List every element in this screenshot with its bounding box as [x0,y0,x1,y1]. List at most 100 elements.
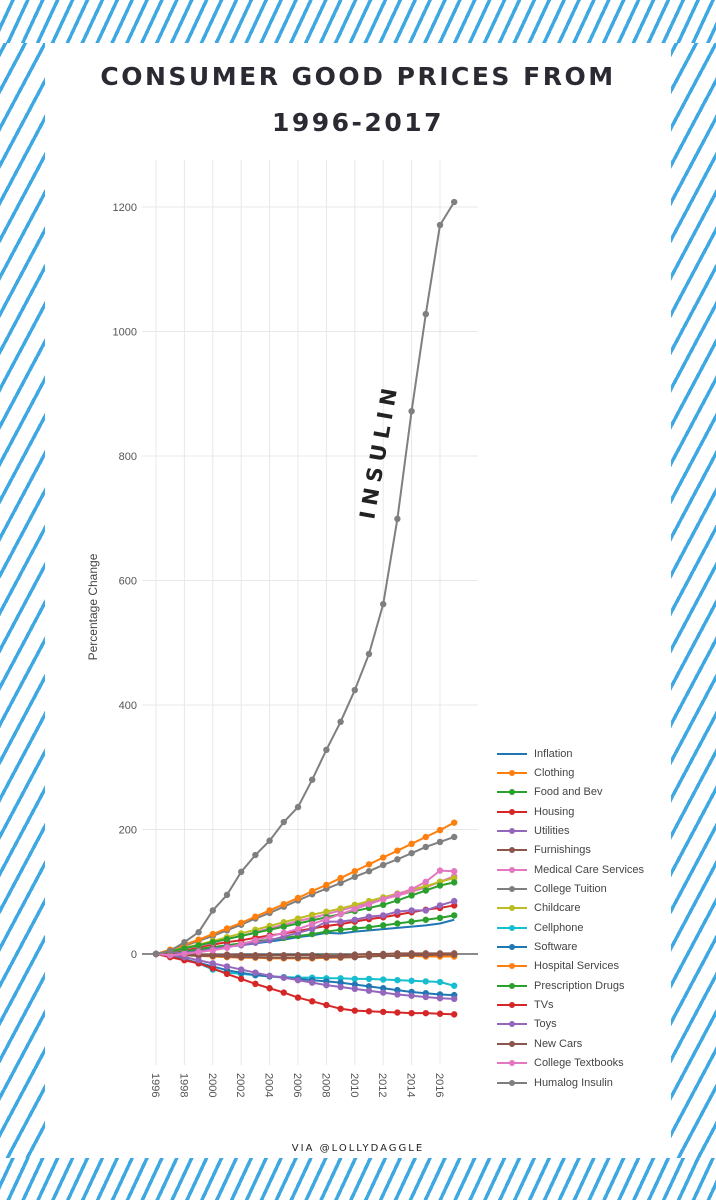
legend-item[interactable]: Toys [497,1015,644,1034]
data-point [223,891,231,899]
data-point [436,950,444,957]
data-point [380,854,387,861]
data-point [309,920,316,928]
legend-label: College Textbooks [534,1057,624,1070]
legend-item[interactable]: Food and Bev [497,783,644,802]
striped-border-right [671,43,716,1158]
data-point [394,991,401,998]
data-point [252,937,259,944]
data-point [181,950,188,958]
data-point [422,843,429,851]
data-point [380,950,387,958]
data-point [380,861,387,869]
legend-label: Childcare [534,902,581,915]
data-point [380,600,387,608]
data-point [436,1010,444,1017]
data-point [252,969,259,976]
data-point [223,963,231,970]
data-point [266,952,273,959]
series-line [156,952,455,957]
legend-swatch-icon [497,961,527,971]
data-point [451,868,458,875]
data-point [209,960,216,967]
data-point [238,940,245,948]
data-point [280,923,287,930]
data-point [294,894,302,902]
data-point [337,983,344,991]
data-point [380,912,387,919]
data-point [238,966,245,973]
legend-item[interactable]: Clothing [497,763,644,782]
legend-item[interactable]: Utilities [497,821,644,840]
legend-item[interactable]: Prescription Drugs [497,976,644,995]
data-point [209,965,216,972]
data-point [394,847,401,854]
data-point [266,985,273,992]
insulin-annotation: INSULIN [355,381,403,521]
legend-item[interactable]: Housing [497,802,644,821]
legend-swatch-icon [497,884,527,894]
x-tick-label: 2004 [263,1073,275,1097]
data-point [323,928,330,935]
data-point [422,310,429,318]
y-tick-label: 0 [131,949,137,961]
legend-item[interactable]: Inflation [497,744,644,763]
legend-item[interactable]: Cellphone [497,918,644,937]
legend-item[interactable]: Childcare [497,899,644,918]
legend-swatch-icon [497,768,527,778]
legend-item[interactable]: College Tuition [497,879,644,898]
series-line [155,953,455,1016]
legend-item[interactable]: Furnishings [497,841,644,860]
legend-swatch-icon [497,1078,527,1088]
x-tick-label: 2014 [405,1073,417,1097]
legend: Inflation Clothing Food and Bev Housing Util… [497,744,644,1092]
legend-item[interactable]: New Cars [497,1034,644,1053]
legend-item[interactable]: Software [497,937,644,956]
x-tick-label: 2016 [433,1073,445,1097]
legend-label: College Tuition [534,883,607,896]
data-point [422,1009,429,1017]
data-point [280,929,287,937]
legend-item[interactable]: College Textbooks [497,1054,644,1073]
x-tick-label: 2008 [319,1073,331,1097]
legend-item[interactable]: Hospital Services [497,957,644,976]
legend-swatch-icon [497,787,527,797]
data-point [408,950,415,957]
legend-item[interactable]: TVs [497,995,644,1014]
data-point [323,746,330,754]
legend-swatch-icon [497,981,527,991]
data-point [252,980,259,988]
data-point [280,952,287,959]
data-point [422,950,429,957]
data-point [365,913,373,920]
y-tick-label: 800 [119,451,137,463]
legend-item[interactable]: Humalog Insulin [497,1073,644,1092]
data-point [394,920,401,927]
data-point [209,938,216,946]
data-point [408,407,415,415]
data-point [266,972,273,979]
series-line [155,914,455,955]
data-point [294,976,302,984]
legend-label: Hospital Services [534,960,619,973]
data-point [252,952,259,959]
data-point [337,952,344,960]
legend-label: Medical Care Services [534,863,645,876]
series-line [155,953,455,1000]
data-point [266,907,273,914]
data-point [223,935,231,943]
x-tick-label: 2006 [291,1073,303,1097]
data-point [266,837,273,844]
data-point [238,952,245,959]
legend-swatch-icon [497,942,527,952]
data-point [195,957,202,964]
data-point [323,952,330,960]
x-tick-label: 2000 [206,1073,218,1097]
series-line [155,953,455,959]
data-point [451,1011,458,1018]
data-point [408,977,415,984]
legend-item[interactable]: Medical Care Services [497,860,644,879]
data-point [422,878,429,885]
data-point [351,985,358,993]
data-point [436,826,444,834]
